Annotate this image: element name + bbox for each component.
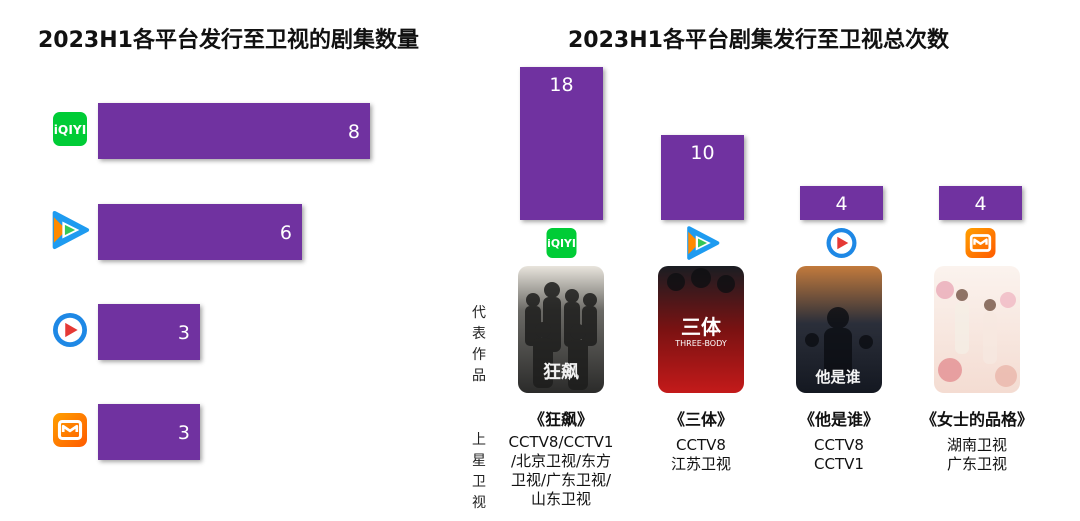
mango-tv-icon: [965, 228, 996, 258]
channel-line: 山东卫视: [530, 490, 591, 508]
left-bar-value-label: 3: [178, 322, 190, 344]
satellite-channels-label: 上星卫视: [472, 432, 486, 511]
channel-line: 卫视/广东卫视/: [510, 471, 612, 489]
left-bar-value-label: 8: [348, 121, 360, 143]
right-icon-group: iQIYI: [546, 226, 996, 260]
channels-tashishui: CCTV8 CCTV1: [774, 436, 904, 474]
right-bar: [520, 67, 603, 220]
channel-line: /北京卫视/东方: [510, 452, 612, 470]
right-bar-value-label: 10: [690, 142, 714, 164]
right-bar: [661, 135, 744, 220]
channel-line: CCTV1: [814, 455, 864, 473]
right-chart-title: 2023H1各平台剧集发行至卫视总次数: [568, 28, 949, 53]
right-bar-value-label: 4: [974, 193, 986, 215]
iqiyi-icon: iQIYI: [53, 112, 87, 146]
iqiyi-logo-text: iQIYI: [547, 237, 576, 250]
poster-kuangbiao: 狂飙: [518, 266, 604, 393]
right-bar: [800, 186, 883, 220]
work-title-santi: 《三体》: [668, 410, 733, 429]
poster-nvshidepinge: [934, 266, 1020, 393]
youku-icon: [826, 228, 857, 258]
left-bar-group: 8 6 3 3: [98, 103, 370, 460]
channel-line: CCTV8: [814, 436, 864, 454]
channel-line: 湖南卫视: [946, 436, 1007, 454]
right-bar-group: 18 10 4 4: [520, 67, 1022, 220]
channel-line: 江苏卫视: [670, 455, 731, 473]
poster-tashishui-text: 他是谁: [814, 368, 860, 386]
mango-tv-icon: [53, 413, 87, 447]
iqiyi-logo-text: iQIYI: [54, 123, 87, 137]
poster-santi-text: 三体: [681, 315, 722, 339]
channels-santi: CCTV8 江苏卫视: [636, 436, 766, 474]
channel-line: CCTV8: [676, 436, 726, 454]
tencent-video-icon: [52, 210, 90, 250]
right-bar: [939, 186, 1022, 220]
work-title-kuangbiao: 《狂飙》: [528, 410, 593, 429]
tencent-video-icon: [687, 226, 720, 260]
iqiyi-icon: iQIYI: [546, 228, 577, 258]
channels-nvshidepinge: 湖南卫视 广东卫视: [912, 436, 1042, 474]
poster-kuangbiao-text: 狂飙: [543, 361, 579, 383]
right-bar-value-label: 18: [549, 74, 573, 96]
right-bar-value-label: 4: [835, 193, 847, 215]
channel-line: CCTV8/CCTV1: [508, 433, 614, 451]
left-bar-value-label: 6: [280, 222, 292, 244]
left-bar: [98, 304, 200, 360]
left-icon-group: iQIYI: [52, 112, 90, 447]
poster-tashishui: 他是谁: [796, 266, 882, 393]
work-title-nvshidepinge: 《女士的品格》: [920, 410, 1033, 429]
left-bar: [98, 404, 200, 460]
youku-icon: [53, 313, 87, 347]
representative-works-label: 代表作品: [472, 305, 486, 384]
left-bar-value-label: 3: [178, 422, 190, 444]
left-chart-title: 2023H1各平台发行至卫视的剧集数量: [38, 28, 419, 53]
work-title-tashishui: 《他是谁》: [798, 410, 879, 429]
channel-line: 广东卫视: [946, 455, 1007, 473]
channels-kuangbiao: CCTV8/CCTV1 /北京卫视/东方 卫视/广东卫视/ 山东卫视: [496, 433, 626, 509]
left-bar: [98, 103, 370, 159]
poster-santi-subtext: THREE-BODY: [674, 339, 727, 348]
left-bar: [98, 204, 302, 260]
poster-santi: 三体 THREE-BODY: [658, 266, 744, 393]
